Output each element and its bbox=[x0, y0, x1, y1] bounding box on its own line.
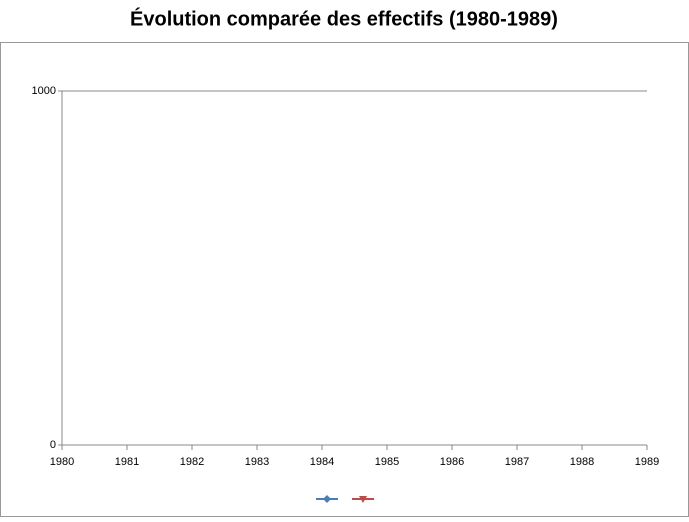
x-tick-label: 1989 bbox=[635, 456, 659, 468]
x-tick-label: 1984 bbox=[310, 456, 334, 468]
chart-title: Évolution comparée des effectifs (1980-1… bbox=[130, 7, 558, 30]
x-tick-label: 1988 bbox=[570, 456, 594, 468]
x-tick-label: 1987 bbox=[505, 456, 529, 468]
x-tick-label: 1985 bbox=[375, 456, 399, 468]
x-tick-label: 1983 bbox=[245, 456, 269, 468]
y-tick-label: 1000 bbox=[32, 85, 56, 97]
x-tick-label: 1982 bbox=[180, 456, 204, 468]
legend-marker bbox=[359, 496, 367, 503]
legend-marker bbox=[323, 495, 331, 503]
x-tick-label: 1981 bbox=[115, 456, 139, 468]
x-tick-label: 1986 bbox=[440, 456, 464, 468]
y-tick-label: 0 bbox=[50, 439, 56, 451]
x-tick-label: 1980 bbox=[50, 456, 74, 468]
